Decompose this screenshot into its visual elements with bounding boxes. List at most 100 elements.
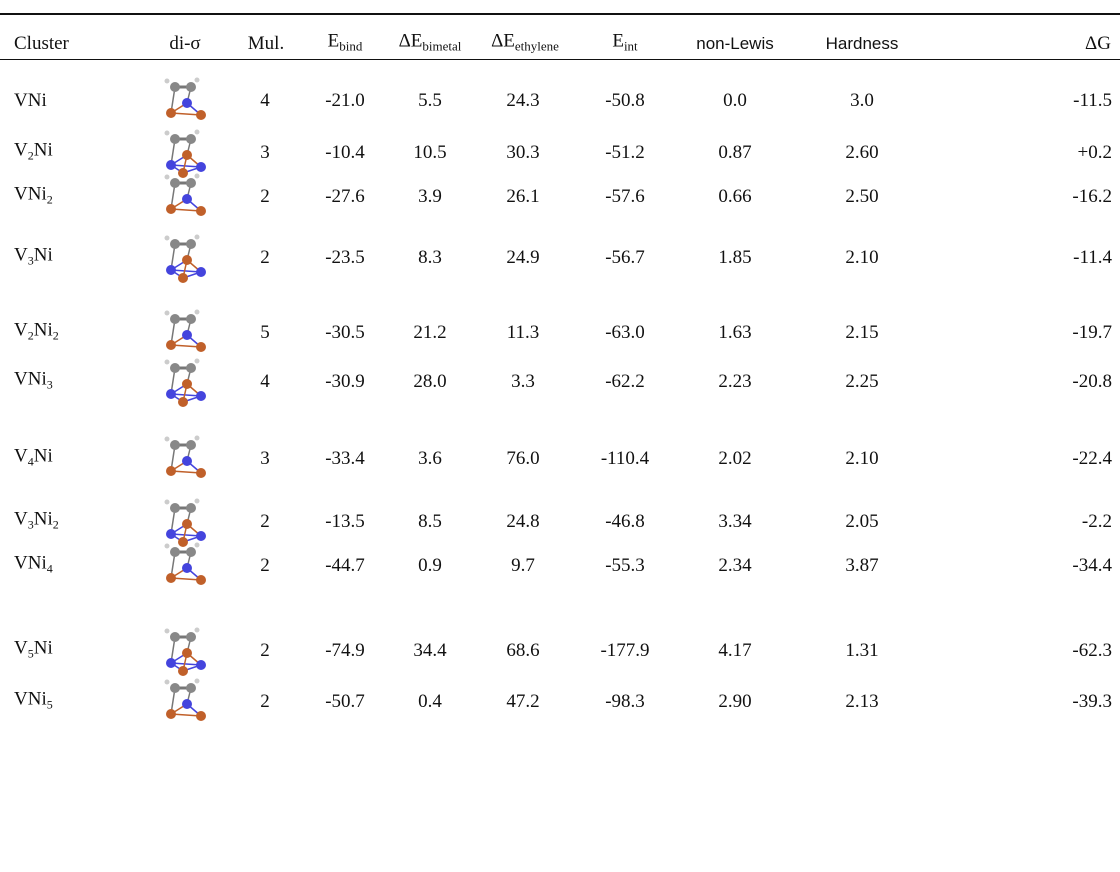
text-part: Ni (34, 320, 53, 341)
table-cell: -50.7 (325, 690, 365, 714)
table-cell: 3 (260, 141, 270, 165)
table-cell: 26.1 (506, 185, 539, 209)
subscript: bind (339, 39, 362, 54)
subscript: 2 (53, 329, 59, 343)
table-cell: -13.5 (325, 510, 365, 534)
text-part: di-σ (169, 33, 200, 54)
table-cell: 2.50 (845, 185, 878, 209)
column-header: Mul. (248, 32, 284, 56)
table-cell: 3 (260, 447, 270, 471)
table-cell: -34.4 (1072, 554, 1112, 578)
structure-icon (153, 230, 217, 286)
text-part: V (14, 446, 28, 467)
cluster-name: V3Ni2 (14, 508, 59, 537)
table-cell: 2.90 (718, 690, 751, 714)
table-cell: 4 (260, 370, 270, 394)
column-header: non-Lewis (696, 32, 774, 56)
subscript: int (624, 39, 638, 54)
table-cell: -39.3 (1072, 690, 1112, 714)
table-cell: -110.4 (601, 447, 649, 471)
text-part: E (612, 31, 624, 52)
text-part: VNi (14, 184, 47, 205)
subscript: 5 (47, 698, 53, 712)
text-part: Ni (34, 446, 53, 467)
table-cell: 0.0 (723, 89, 747, 113)
table-cell: 68.6 (506, 639, 539, 663)
table-cell: -55.3 (605, 554, 645, 578)
table-cell: 3.3 (511, 370, 535, 394)
text-part: V (14, 509, 28, 530)
column-header: ΔEethylene (491, 30, 559, 59)
table-cell: -44.7 (325, 554, 365, 578)
cluster-name: V2Ni2 (14, 319, 59, 348)
table-cell: 1.85 (718, 246, 751, 270)
table-cell: -33.4 (325, 447, 365, 471)
table-cell: -30.9 (325, 370, 365, 394)
top-rule (0, 13, 1120, 15)
table-cell: -23.5 (325, 246, 365, 270)
subscript: 3 (47, 378, 53, 392)
text-part: VNi (14, 369, 47, 390)
text-part: non-Lewis (696, 34, 774, 53)
cluster-name: VNi3 (14, 368, 53, 397)
table-cell: 24.8 (506, 510, 539, 534)
column-header: ΔG (1085, 32, 1111, 56)
subscript: bimetal (422, 39, 461, 54)
table-cell: 24.9 (506, 246, 539, 270)
table-cell: -30.5 (325, 321, 365, 345)
text-part: E (328, 31, 340, 52)
text-part: V (14, 638, 28, 659)
cluster-name: V2Ni (14, 139, 53, 168)
table-cell: -177.9 (600, 639, 649, 663)
text-part: Hardness (826, 34, 899, 53)
text-part: VNi (14, 90, 47, 111)
table-cell: 2.02 (718, 447, 751, 471)
table-cell: 11.3 (507, 321, 540, 345)
column-header: Ebind (328, 30, 363, 59)
subscript: 4 (47, 562, 53, 576)
table-cell: -51.2 (605, 141, 645, 165)
cluster-name: V5Ni (14, 637, 53, 666)
table-cell: -62.3 (1072, 639, 1112, 663)
table-cell: 24.3 (506, 89, 539, 113)
table-cell: -57.6 (605, 185, 645, 209)
table-cell: 2.10 (845, 246, 878, 270)
text-part: V (14, 140, 28, 161)
structure-icon (153, 305, 217, 361)
table-cell: 0.87 (718, 141, 751, 165)
table-cell: -63.0 (605, 321, 645, 345)
table-cell: 1.31 (845, 639, 878, 663)
table-cell: 5 (260, 321, 270, 345)
cluster-name: VNi5 (14, 688, 53, 717)
table-cell: 3.9 (418, 185, 442, 209)
text-part: V (14, 320, 28, 341)
text-part: ΔG (1085, 33, 1111, 54)
table-cell: 0.66 (718, 185, 751, 209)
table-cell: -62.2 (605, 370, 645, 394)
table-cell: 2.13 (845, 690, 878, 714)
text-part: VNi (14, 553, 47, 574)
text-part: ΔE (491, 31, 515, 52)
table-cell: 3.87 (845, 554, 878, 578)
table-cell: -46.8 (605, 510, 645, 534)
cluster-name: VNi4 (14, 552, 53, 581)
table-cell: -98.3 (605, 690, 645, 714)
cluster-name: VNi2 (14, 183, 53, 212)
table-cell: -27.6 (325, 185, 365, 209)
text-part: Ni (34, 245, 53, 266)
column-header: Eint (612, 30, 637, 59)
structure-icon (153, 73, 217, 129)
table-cell: 3.6 (418, 447, 442, 471)
table-cell: 2 (260, 246, 270, 270)
text-part: Ni (34, 509, 53, 530)
structure-icon (153, 431, 217, 487)
subscript: 2 (47, 193, 53, 207)
table-cell: -22.4 (1072, 447, 1112, 471)
table-cell: +0.2 (1078, 141, 1112, 165)
table-cell: -56.7 (605, 246, 645, 270)
table-cell: -50.8 (605, 89, 645, 113)
table-cell: 76.0 (506, 447, 539, 471)
column-header: di-σ (169, 32, 200, 56)
column-header: ΔEbimetal (399, 30, 462, 59)
table-cell: -19.7 (1072, 321, 1112, 345)
